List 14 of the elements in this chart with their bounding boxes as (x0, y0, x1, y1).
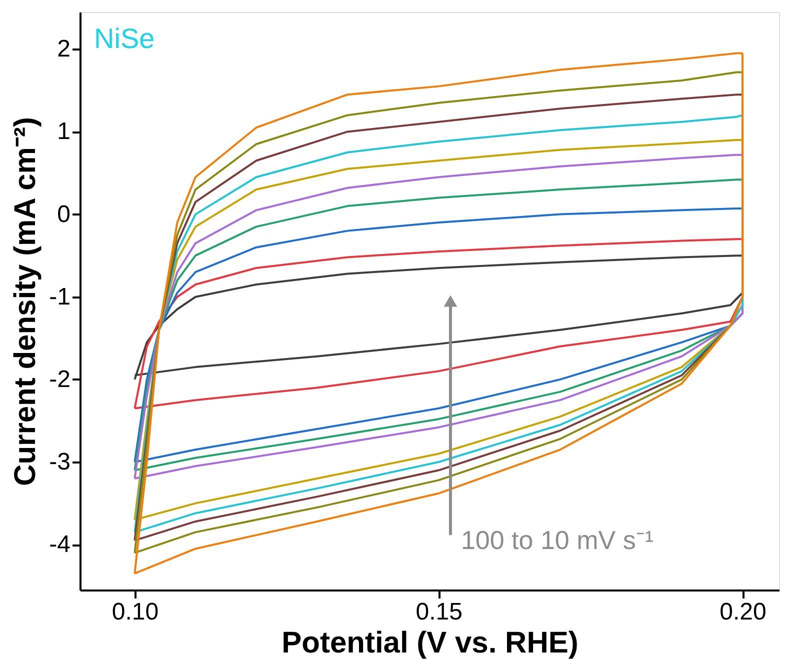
x-axis-title: Potential (V vs. RHE) (282, 626, 578, 660)
y-tick-label: 1 (57, 118, 70, 146)
x-tick-label: 0.20 (720, 598, 766, 626)
y-tick-label: 2 (57, 36, 70, 63)
y-axis-title: Current density (mA cm⁻²) (9, 117, 42, 486)
y-tick-label: -4 (49, 531, 70, 558)
y-tick-label: 0 (57, 200, 70, 228)
y-tick-label: -2 (49, 366, 70, 393)
annotation: 100 to 10 mV s⁻¹ (460, 524, 654, 555)
x-tick-label: 0.10 (112, 598, 159, 626)
y-tick-label: -1 (49, 283, 70, 310)
chart-title: NiSe (94, 23, 155, 54)
y-tick-label: -3 (49, 448, 70, 476)
x-tick-label: 0.15 (416, 598, 462, 626)
